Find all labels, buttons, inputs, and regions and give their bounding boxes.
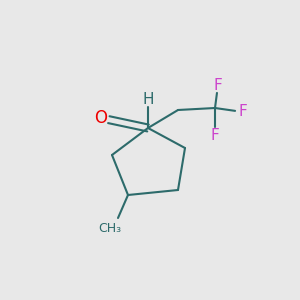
- Text: F: F: [211, 128, 219, 142]
- Text: F: F: [238, 104, 247, 119]
- Text: CH₃: CH₃: [98, 221, 122, 235]
- Text: F: F: [214, 77, 222, 92]
- Text: O: O: [94, 109, 107, 127]
- Text: H: H: [142, 92, 154, 107]
